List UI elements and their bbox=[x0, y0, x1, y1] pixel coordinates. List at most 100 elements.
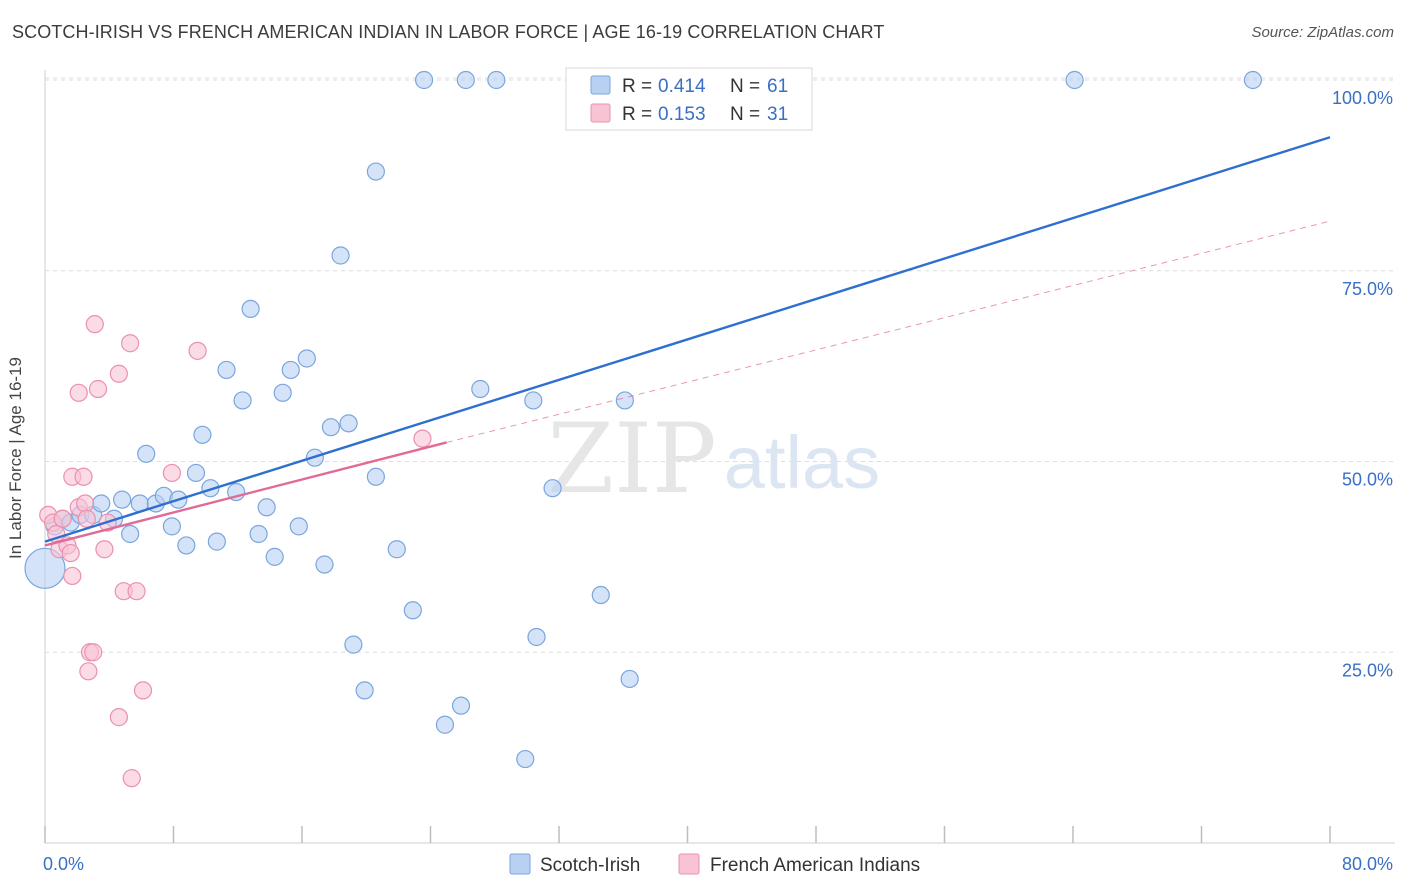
legend-label-scotch-irish: Scotch-Irish bbox=[540, 855, 640, 876]
watermark-zip: ZIP bbox=[547, 403, 716, 515]
scotch-irish-point bbox=[471, 379, 490, 399]
french-american-indians-point bbox=[127, 582, 146, 601]
french-american-indians-point bbox=[122, 769, 141, 788]
scotch-irish-point bbox=[366, 162, 385, 181]
french-american-indians-trend-line bbox=[44, 441, 447, 547]
scotch-irish-point bbox=[315, 555, 334, 574]
n-label-2: N = bbox=[730, 104, 760, 125]
scotch-irish-point bbox=[339, 414, 358, 433]
french-american-indians-point bbox=[109, 364, 128, 383]
scotch-irish-point bbox=[193, 425, 212, 444]
scotch-irish-point bbox=[516, 749, 535, 769]
scotch-irish-point bbox=[451, 696, 471, 715]
french-american-indians-point bbox=[109, 708, 128, 727]
french-american-indians-point bbox=[95, 540, 114, 559]
scotch-irish-point bbox=[207, 532, 226, 551]
scotch-irish-point bbox=[217, 360, 236, 380]
scotch-irish-point bbox=[273, 383, 292, 402]
scotch-irish-point bbox=[249, 524, 268, 544]
french-american-indians-point bbox=[76, 494, 95, 513]
scotch-irish-point bbox=[527, 627, 546, 647]
scotch-irish-point bbox=[201, 479, 220, 498]
y-tick-label: 75.0% bbox=[1342, 279, 1393, 299]
scotch-irish-point bbox=[186, 463, 206, 483]
x-tick-label-end: 80.0% bbox=[1342, 854, 1393, 874]
scotch-irish-point bbox=[177, 536, 196, 555]
scotch-irish-point bbox=[265, 547, 284, 566]
french-american-indians-point bbox=[188, 341, 207, 360]
watermark: ZIP atlas bbox=[547, 403, 880, 515]
scotch-irish-point bbox=[591, 585, 610, 605]
french-american-indians-swatch bbox=[590, 103, 611, 123]
scotch-irish-point bbox=[543, 479, 562, 498]
scotch-irish-point bbox=[1243, 70, 1263, 90]
scotch-irish-point bbox=[289, 517, 308, 536]
series-legend: Scotch-Irish French American Indians bbox=[509, 853, 920, 876]
scotch-irish-point bbox=[366, 467, 385, 486]
scotch-irish-point bbox=[615, 391, 634, 410]
scotch-irish-point bbox=[112, 490, 132, 509]
scotch-irish-point bbox=[92, 494, 111, 513]
scotch-irish-trend-line bbox=[44, 136, 1331, 543]
scotch-irish-point bbox=[456, 70, 475, 90]
r-label-1: R = bbox=[622, 76, 652, 97]
french-american-indians-point bbox=[79, 662, 98, 681]
french-american-indians-point bbox=[133, 681, 153, 700]
scotch-irish-point bbox=[162, 517, 181, 536]
scotch-irish-point bbox=[403, 601, 422, 620]
scotch-irish-point bbox=[233, 391, 252, 410]
r-value-2: 0.153 bbox=[658, 104, 706, 125]
chart-title: SCOTCH-IRISH VS FRENCH AMERICAN INDIAN I… bbox=[12, 22, 885, 42]
scotch-irish-point bbox=[414, 70, 434, 90]
stats-legend: R = 0.414 N = 61 R = 0.153 N = 31 bbox=[565, 67, 813, 131]
scotch-irish-point bbox=[257, 498, 276, 517]
scotch-irish-point bbox=[620, 669, 639, 689]
french-american-indians-point bbox=[413, 429, 432, 448]
french-american-indians-point bbox=[88, 379, 108, 399]
watermark-atlas: atlas bbox=[724, 421, 880, 504]
french-american-indians-point bbox=[74, 467, 93, 486]
scotch-irish-point bbox=[297, 349, 316, 368]
french-american-indians-point bbox=[121, 334, 140, 353]
scotch-irish-point bbox=[487, 70, 506, 90]
scotch-irish-point bbox=[524, 391, 543, 410]
scotch-irish-point bbox=[435, 715, 455, 734]
french-american-indians-point bbox=[162, 463, 181, 483]
y-tick-label: 25.0% bbox=[1342, 660, 1393, 680]
french-american-indians-point bbox=[84, 643, 103, 662]
scotch-irish-point bbox=[1065, 70, 1084, 90]
r-label-2: R = bbox=[622, 104, 652, 125]
french-american-indians-point bbox=[77, 509, 96, 528]
scotch-irish-point bbox=[344, 635, 363, 654]
legend-swatch-french-american-indians bbox=[678, 853, 700, 875]
scotch-irish-point bbox=[24, 547, 66, 589]
y-tick-label: 50.0% bbox=[1342, 470, 1393, 490]
scotch-irish-point bbox=[387, 540, 406, 559]
scotch-irish-swatch bbox=[590, 75, 611, 95]
french-american-indians-point bbox=[69, 383, 88, 402]
scotch-irish-point bbox=[281, 360, 300, 380]
scotch-irish-point bbox=[121, 524, 140, 544]
y-tick-label: 100.0% bbox=[1332, 88, 1393, 108]
trend-layer bbox=[44, 136, 1331, 547]
scotch-irish-point bbox=[331, 246, 350, 265]
n-value-2: 31 bbox=[767, 104, 788, 125]
scotch-irish-point bbox=[137, 444, 156, 463]
n-label-1: N = bbox=[730, 76, 760, 97]
scotch-irish-point bbox=[355, 681, 374, 700]
french-american-indians-point bbox=[85, 315, 104, 334]
scotch-irish-point bbox=[241, 299, 260, 318]
french-american-indians-point bbox=[63, 566, 82, 586]
n-value-1: 61 bbox=[767, 76, 788, 97]
x-tick-label-start: 0.0% bbox=[43, 854, 84, 874]
french-american-indians-point bbox=[61, 543, 80, 563]
source-credit: Source: ZipAtlas.com bbox=[1251, 24, 1394, 41]
french-american-indians-trend-extension bbox=[446, 220, 1331, 443]
legend-label-french-american-indians: French American Indians bbox=[710, 855, 920, 876]
legend-swatch-scotch-irish bbox=[509, 853, 531, 875]
r-value-1: 0.414 bbox=[658, 76, 706, 97]
scotch-irish-point bbox=[321, 418, 341, 437]
grid-layer bbox=[45, 77, 1395, 653]
axis-layer: 25.0% 50.0% 75.0% 100.0% 0.0% 80.0% bbox=[43, 70, 1395, 874]
